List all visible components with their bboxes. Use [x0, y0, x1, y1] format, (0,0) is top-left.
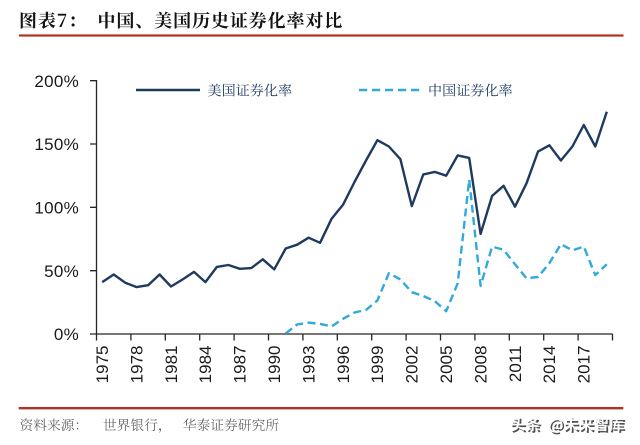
svg-text:1993: 1993 [299, 346, 318, 384]
svg-text:1999: 1999 [368, 346, 387, 384]
svg-text:0%: 0% [54, 325, 79, 344]
svg-text:1978: 1978 [127, 346, 146, 384]
svg-text:1984: 1984 [196, 346, 215, 384]
svg-text:1987: 1987 [231, 346, 250, 384]
svg-text:50%: 50% [44, 262, 79, 281]
svg-text:2008: 2008 [471, 346, 490, 384]
svg-text:1981: 1981 [162, 346, 181, 384]
svg-text:1996: 1996 [334, 346, 353, 384]
svg-text:2002: 2002 [403, 346, 422, 384]
svg-text:2014: 2014 [540, 346, 559, 384]
svg-text:150%: 150% [34, 135, 79, 154]
svg-text:1990: 1990 [265, 346, 284, 384]
svg-text:100%: 100% [34, 199, 79, 218]
svg-text:200%: 200% [34, 72, 79, 91]
svg-text:2011: 2011 [506, 346, 525, 383]
svg-text:1975: 1975 [93, 346, 112, 384]
svg-text:2017: 2017 [575, 346, 594, 384]
svg-text:2005: 2005 [437, 346, 456, 384]
